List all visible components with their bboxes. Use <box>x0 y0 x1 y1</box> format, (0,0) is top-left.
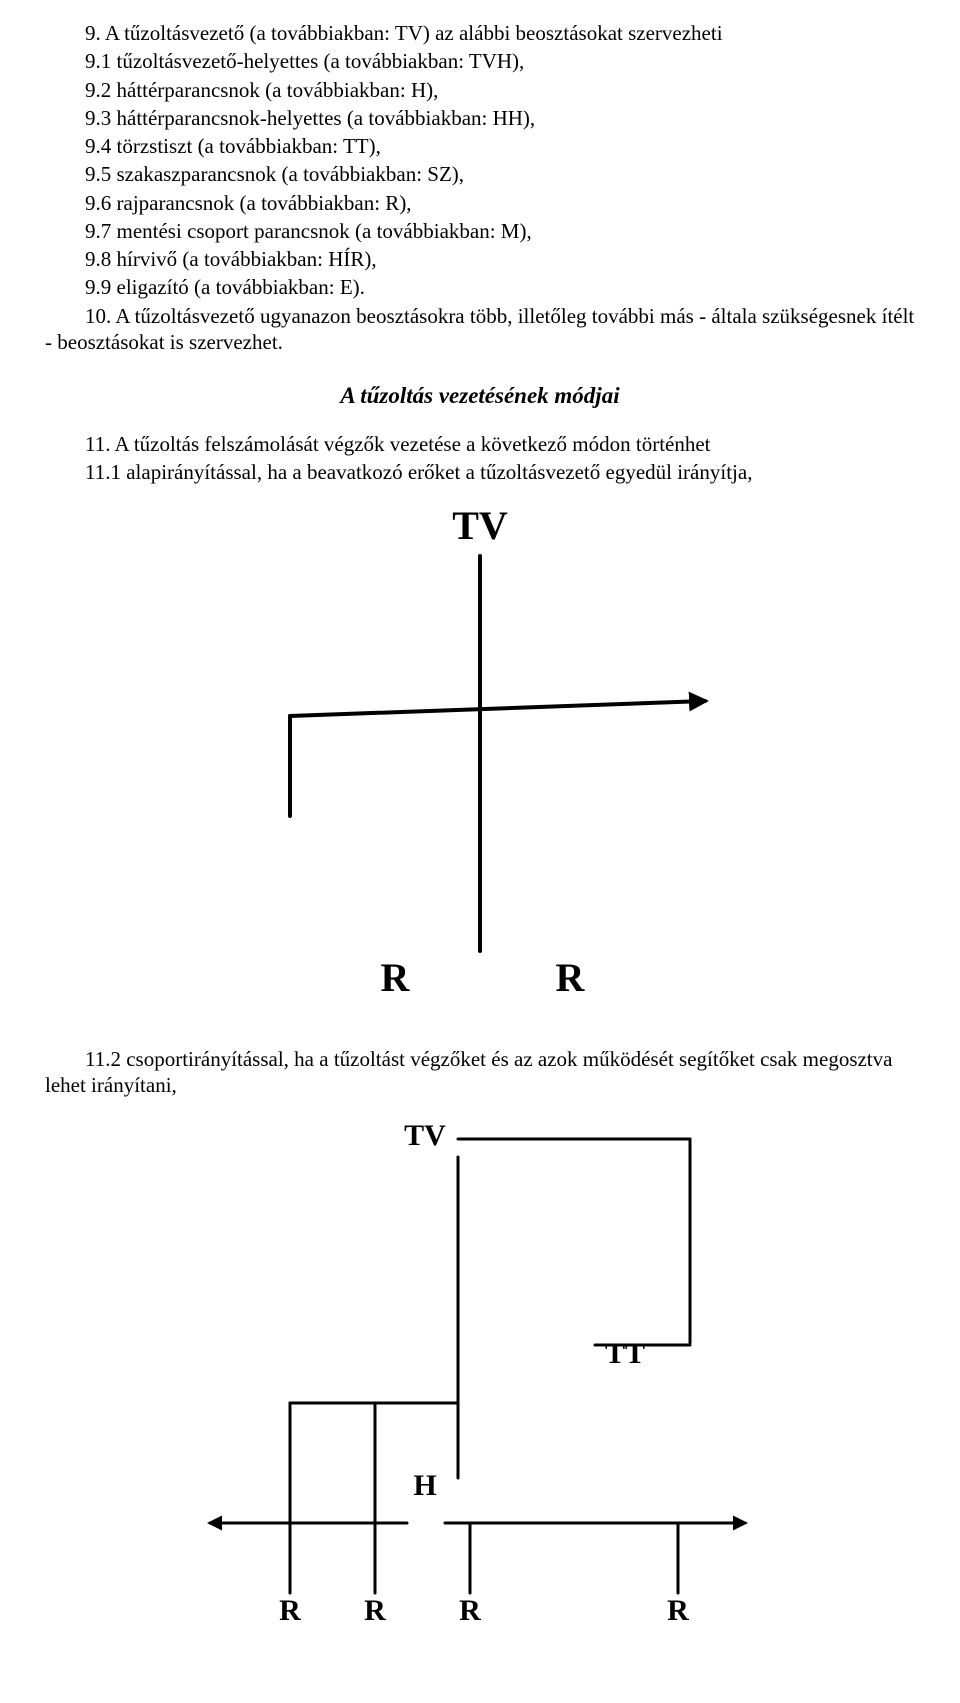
item-9-9: 9.9 eligazító (a továbbiakban: E). <box>45 274 915 300</box>
svg-text:R: R <box>556 955 586 1000</box>
diagram-2: TV TT H R R R R <box>200 1123 760 1628</box>
item-11-1: 11.1 alapirányítással, ha a beavatkozó e… <box>45 459 915 485</box>
svg-text:TV: TV <box>404 1123 446 1152</box>
item-9-5: 9.5 szakaszparancsnok (a továbbiakban: S… <box>45 161 915 187</box>
item-9-6: 9.6 rajparancsnok (a továbbiakban: R), <box>45 190 915 216</box>
diagram-1: TV R R <box>220 511 740 1011</box>
section-11-2: 11.2 csoportirányítással, ha a tűzoltást… <box>45 1046 915 1099</box>
item-11-2: 11.2 csoportirányítással, ha a tűzoltást… <box>45 1046 915 1099</box>
svg-text:R: R <box>667 1594 689 1627</box>
item-9-1: 9.1 tűzoltásvezető-helyettes (a továbbia… <box>45 48 915 74</box>
section-heading: A tűzoltás vezetésének módjai <box>45 383 915 409</box>
svg-text:H: H <box>413 1469 436 1502</box>
item-9-7: 9.7 mentési csoport parancsnok (a tovább… <box>45 218 915 244</box>
svg-text:TT: TT <box>605 1337 645 1370</box>
svg-text:R: R <box>279 1594 301 1627</box>
item-9: 9. A tűzoltásvezető (a továbbiakban: TV)… <box>45 20 915 46</box>
item-11: 11. A tűzoltás felszámolását végzők veze… <box>45 431 915 457</box>
diagram-1-container: TV R R <box>45 511 915 1011</box>
svg-text:R: R <box>459 1594 481 1627</box>
svg-text:TV: TV <box>452 511 508 548</box>
svg-text:R: R <box>381 955 411 1000</box>
svg-text:R: R <box>364 1594 386 1627</box>
item-9-3: 9.3 háttérparancsnok-helyettes (a tovább… <box>45 105 915 131</box>
section-11: 11. A tűzoltás felszámolását végzők veze… <box>45 431 915 486</box>
item-9-2: 9.2 háttérparancsnok (a továbbiakban: H)… <box>45 77 915 103</box>
diagram-2-container: TV TT H R R R R <box>45 1123 915 1628</box>
section-9: 9. A tűzoltásvezető (a továbbiakban: TV)… <box>45 20 915 355</box>
item-9-4: 9.4 törzstiszt (a továbbiakban: TT), <box>45 133 915 159</box>
item-10: 10. A tűzoltásvezető ugyanazon beosztáso… <box>45 303 915 356</box>
item-9-8: 9.8 hírvivő (a továbbiakban: HÍR), <box>45 246 915 272</box>
